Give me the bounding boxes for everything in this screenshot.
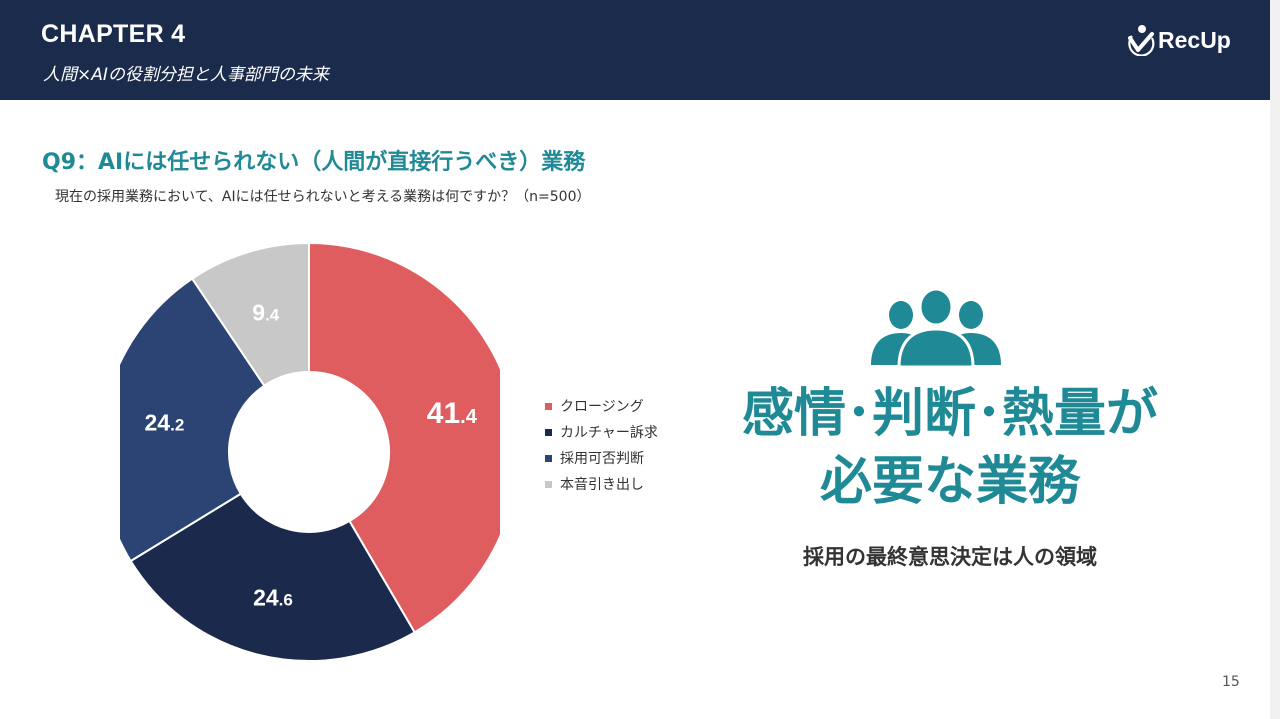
legend-label: クロージング [560,399,644,415]
people-group-icon [871,287,1001,367]
legend-label: カルチャー訴求 [560,425,658,441]
legend-item-4: 本音引き出し [545,471,658,497]
logo-text: RecUp [1158,26,1231,53]
legend-swatch [545,454,552,462]
callout-headline: 感情･判断･熱量が 必要な業務 [690,380,1210,516]
recup-logo: RecUp [1126,22,1231,58]
donut-chart: 41.4 24.6 24.2 9.4 [120,241,500,662]
page-number: 15 [1222,674,1240,690]
pie-slice-1 [308,241,500,634]
legend-item-3: 採用可否判断 [545,445,658,471]
legend-swatch [545,428,552,436]
headline-line-1: 感情･判断･熱量が [741,384,1158,444]
question-title: Q9：AIには任せられない（人間が直接行うべき）業務 [42,150,586,175]
question-text: 現在の採用業務において、AIには任せられないと考える業務は何ですか？（n=500… [55,189,591,205]
slice-label-2: 24.6 [253,585,293,611]
slice-label-4: 9.4 [252,299,280,325]
legend-swatch [545,402,552,410]
chapter-subtitle: 人間×AIの役割分担と人事部門の未来 [43,65,329,85]
pie-slice-3 [120,277,266,563]
slice-label-1: 41.4 [427,397,478,430]
pie-slice-2 [129,492,417,662]
chapter-title: CHAPTER 4 [41,20,186,48]
legend-item-1: クロージング [545,393,658,419]
headline-line-2: 必要な業務 [819,452,1080,512]
callout-subtext: 採用の最終意思決定は人の領域 [803,545,1097,569]
check-person-icon [1128,25,1155,56]
slide-header: CHAPTER 4 人間×AIの役割分担と人事部門の未来 RecUp [0,0,1270,100]
pie-slice-4 [190,241,310,388]
legend-label: 本音引き出し [560,477,644,493]
slide-edge [1270,0,1280,719]
legend-label: 採用可否判断 [560,451,644,467]
legend-item-2: カルチャー訴求 [545,419,658,445]
chart-legend: クロージング カルチャー訴求 採用可否判断 本音引き出し [545,393,658,497]
slice-label-3: 24.2 [145,409,185,435]
legend-swatch [545,480,552,488]
